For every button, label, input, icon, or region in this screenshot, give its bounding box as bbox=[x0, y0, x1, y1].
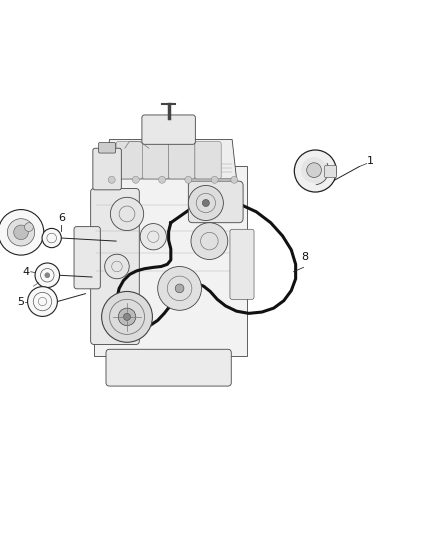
Text: 5: 5 bbox=[18, 297, 25, 308]
Circle shape bbox=[211, 176, 218, 183]
Circle shape bbox=[105, 254, 129, 279]
Circle shape bbox=[102, 292, 152, 342]
FancyBboxPatch shape bbox=[99, 142, 116, 153]
FancyBboxPatch shape bbox=[169, 142, 195, 179]
FancyBboxPatch shape bbox=[116, 142, 142, 179]
Circle shape bbox=[0, 209, 44, 255]
Circle shape bbox=[108, 176, 115, 183]
Circle shape bbox=[35, 263, 60, 287]
FancyBboxPatch shape bbox=[142, 142, 169, 179]
Circle shape bbox=[159, 176, 166, 183]
Circle shape bbox=[185, 176, 192, 183]
FancyBboxPatch shape bbox=[74, 227, 100, 289]
Circle shape bbox=[14, 225, 28, 240]
Circle shape bbox=[118, 308, 136, 326]
FancyBboxPatch shape bbox=[93, 148, 121, 190]
Text: 6: 6 bbox=[58, 213, 65, 223]
Circle shape bbox=[202, 199, 209, 206]
Circle shape bbox=[110, 197, 144, 231]
Text: 4: 4 bbox=[23, 266, 30, 277]
FancyBboxPatch shape bbox=[142, 115, 195, 144]
FancyBboxPatch shape bbox=[325, 166, 337, 177]
FancyBboxPatch shape bbox=[230, 229, 254, 300]
Circle shape bbox=[124, 313, 131, 320]
Circle shape bbox=[45, 273, 50, 278]
Text: 8: 8 bbox=[301, 252, 308, 262]
Circle shape bbox=[28, 287, 57, 317]
Circle shape bbox=[175, 284, 184, 293]
Circle shape bbox=[191, 223, 228, 260]
FancyBboxPatch shape bbox=[106, 349, 231, 386]
Circle shape bbox=[25, 223, 33, 231]
Circle shape bbox=[7, 219, 35, 246]
FancyBboxPatch shape bbox=[195, 142, 221, 179]
FancyBboxPatch shape bbox=[91, 189, 139, 344]
Circle shape bbox=[307, 163, 321, 177]
Circle shape bbox=[299, 156, 329, 185]
Circle shape bbox=[132, 176, 139, 183]
Circle shape bbox=[42, 229, 61, 248]
Circle shape bbox=[188, 185, 223, 221]
Circle shape bbox=[140, 223, 166, 250]
Circle shape bbox=[231, 176, 238, 183]
Circle shape bbox=[158, 266, 201, 310]
Polygon shape bbox=[94, 166, 247, 356]
Circle shape bbox=[294, 150, 336, 192]
Polygon shape bbox=[105, 140, 237, 179]
FancyBboxPatch shape bbox=[188, 181, 243, 223]
Text: 1: 1 bbox=[367, 156, 374, 166]
